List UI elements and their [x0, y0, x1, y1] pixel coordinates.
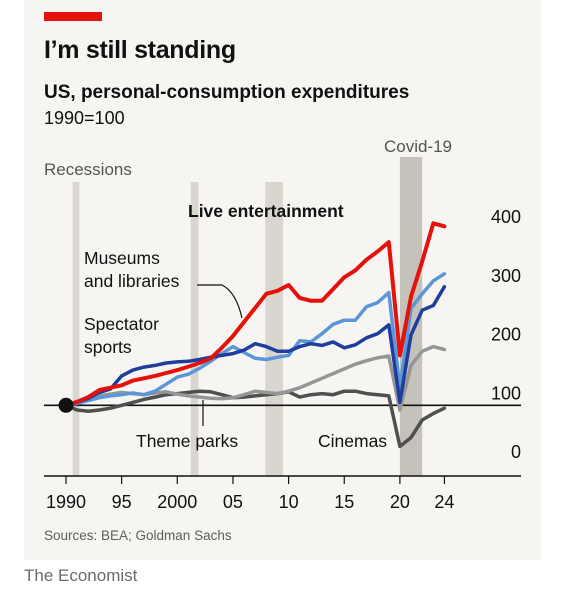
annotation-layer: Live entertainment Museums and libraries Sp… — [84, 201, 387, 451]
y-tick-label-100: 100 — [491, 383, 521, 403]
origin-dot — [58, 397, 74, 413]
y-tick-label-200: 200 — [491, 325, 521, 345]
x-tick-label-24: 24 — [434, 492, 454, 512]
series-line-spectator-sports — [64, 284, 447, 408]
x-tick-label-1990: 1990 — [46, 492, 86, 512]
series-line-museums-and-libraries — [64, 272, 447, 408]
series-line-live-entertainment — [64, 221, 447, 408]
x-tick-label-15: 15 — [334, 492, 354, 512]
annotation-museums: Museums — [84, 248, 160, 268]
chart-title: I’m still standing — [44, 36, 236, 64]
x-tick-label-10: 10 — [279, 492, 299, 512]
y-tick-label-400: 400 — [491, 207, 521, 227]
recession-band-1 — [72, 182, 80, 476]
recessions-label: Recessions — [44, 160, 132, 179]
x-tick-label-20: 20 — [390, 492, 410, 512]
series-line-cinemas — [64, 389, 447, 449]
annotation-cinemas: Cinemas — [318, 431, 387, 451]
series-layer — [58, 221, 447, 449]
annotation-theme-parks: Theme parks — [136, 431, 238, 451]
source-note: Sources: BEA; Goldman Sachs — [44, 528, 232, 543]
chart-subtitle: US, personal-consumption expenditures — [44, 82, 410, 103]
publisher-credit: The Economist — [24, 566, 138, 585]
covid-label: Covid-19 — [384, 137, 452, 156]
annotation-spectator: Spectator — [84, 314, 159, 334]
shading-layer: Covid-19 Recessions — [44, 137, 452, 476]
annotation-sports: sports — [84, 337, 132, 357]
annotation-live-entertainment: Live entertainment — [188, 201, 344, 221]
x-tick-label-05: 05 — [223, 492, 243, 512]
y-tick-label-300: 300 — [491, 266, 521, 286]
accent-bar — [44, 12, 102, 21]
recession-band-2 — [190, 182, 199, 476]
recession-band-3 — [265, 182, 284, 476]
x-tick-label-95: 95 — [112, 492, 132, 512]
y-tick-label-0: 0 — [511, 442, 521, 462]
annotation-and-libraries: and libraries — [84, 271, 180, 291]
x-tick-label-2000: 2000 — [157, 492, 197, 512]
index-note: 1990=100 — [44, 108, 125, 128]
axes-layer: 1990 95 2000 05 10 15 20 24 0 100 200 300 400 — [44, 207, 521, 512]
museums-leader-line — [197, 284, 243, 319]
